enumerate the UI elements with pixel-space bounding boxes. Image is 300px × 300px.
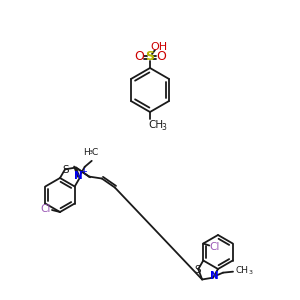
Text: C: C <box>92 148 98 157</box>
Text: 3: 3 <box>89 150 93 155</box>
Text: CH: CH <box>236 266 248 275</box>
Text: S: S <box>63 165 69 175</box>
Text: 3: 3 <box>249 270 253 275</box>
Text: O: O <box>134 50 144 64</box>
Text: Cl: Cl <box>41 204 51 214</box>
Text: H: H <box>83 148 90 157</box>
Text: N: N <box>74 171 83 181</box>
Text: +: + <box>80 167 87 176</box>
Text: OH: OH <box>150 42 168 52</box>
Text: O: O <box>156 50 166 64</box>
Text: S: S <box>146 50 154 64</box>
Text: Cl: Cl <box>209 242 220 253</box>
Text: CH: CH <box>148 120 164 130</box>
Text: 3: 3 <box>162 122 167 131</box>
Text: N: N <box>210 271 218 281</box>
Text: S: S <box>194 265 201 275</box>
